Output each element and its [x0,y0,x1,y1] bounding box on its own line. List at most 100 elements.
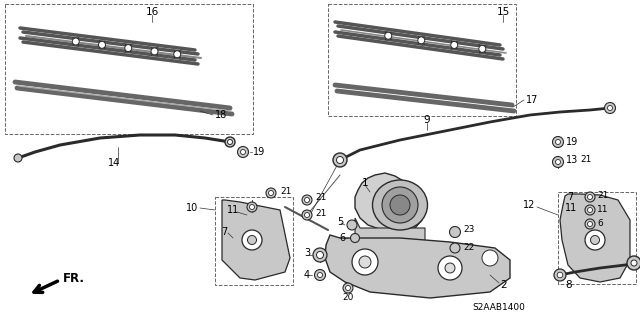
Text: 8: 8 [565,280,572,290]
Circle shape [72,38,79,45]
Circle shape [385,32,392,39]
Circle shape [333,153,347,167]
Polygon shape [222,200,290,280]
Circle shape [479,45,486,52]
Ellipse shape [372,180,428,230]
Circle shape [605,102,616,114]
Circle shape [314,270,326,280]
Circle shape [359,256,371,268]
Circle shape [313,248,327,262]
Circle shape [627,256,640,270]
Text: 21: 21 [280,187,291,196]
Circle shape [269,190,273,196]
Text: 1: 1 [362,178,369,188]
Circle shape [237,146,248,158]
Text: 13: 13 [566,155,579,165]
Bar [5,4,253,134]
Circle shape [346,286,351,291]
Text: 21: 21 [597,190,609,199]
Circle shape [266,188,276,198]
Circle shape [247,202,257,212]
Circle shape [242,230,262,250]
Circle shape [351,234,360,242]
Circle shape [151,48,158,55]
Text: 9: 9 [424,115,430,125]
Circle shape [482,250,498,266]
Bar [558,192,636,284]
Text: 7: 7 [221,227,227,237]
Polygon shape [325,235,510,298]
Text: 21: 21 [315,209,326,218]
Text: 3: 3 [304,248,310,258]
Circle shape [588,207,593,212]
Circle shape [227,139,232,145]
Circle shape [556,139,561,145]
Text: 12: 12 [523,200,535,210]
Circle shape [552,157,563,167]
Circle shape [554,269,566,281]
Circle shape [556,160,561,165]
Text: FR.: FR. [63,271,85,285]
Circle shape [305,197,310,203]
Circle shape [317,272,323,278]
Circle shape [438,256,462,280]
Circle shape [552,137,563,147]
Circle shape [173,51,180,58]
Text: 19: 19 [566,137,579,147]
Circle shape [302,195,312,205]
Text: 22: 22 [463,243,474,253]
Text: 19: 19 [253,147,265,157]
Circle shape [449,226,461,238]
Circle shape [557,272,563,278]
Text: 20: 20 [342,293,354,301]
Circle shape [631,260,637,266]
Bar [215,197,293,285]
Circle shape [317,251,323,258]
Circle shape [305,212,310,218]
Text: 6: 6 [597,219,603,228]
Circle shape [588,195,593,199]
Circle shape [250,204,255,210]
Polygon shape [560,194,630,282]
Text: 5: 5 [337,217,343,227]
Circle shape [451,41,458,48]
Circle shape [14,154,22,162]
Circle shape [585,192,595,202]
Text: 17: 17 [526,95,538,105]
Text: 10: 10 [186,203,198,213]
Circle shape [99,41,106,48]
Circle shape [225,137,235,147]
Text: 14: 14 [108,158,120,168]
Polygon shape [355,218,425,248]
Text: 21: 21 [315,194,326,203]
Circle shape [241,150,246,154]
Text: 11: 11 [565,203,577,213]
Text: 11: 11 [227,205,239,215]
Text: S2AAB1400: S2AAB1400 [472,302,525,311]
Circle shape [390,195,410,215]
Circle shape [352,249,378,275]
Text: 18: 18 [215,110,227,120]
Circle shape [585,230,605,250]
Polygon shape [355,173,425,232]
Bar [328,4,516,116]
Text: 23: 23 [463,226,474,234]
Circle shape [585,219,595,229]
Circle shape [302,210,312,220]
Circle shape [343,283,353,293]
Text: 4: 4 [304,270,310,280]
Text: 21: 21 [580,155,591,165]
Circle shape [418,37,425,44]
Circle shape [588,221,593,226]
Circle shape [591,235,600,244]
Text: 16: 16 [145,7,159,17]
Circle shape [347,220,357,230]
Circle shape [585,205,595,215]
Circle shape [450,243,460,253]
Text: 15: 15 [497,7,509,17]
Text: 7: 7 [567,192,573,202]
Text: 2: 2 [500,280,507,290]
Text: 6: 6 [339,233,345,243]
Circle shape [607,106,612,110]
Circle shape [445,263,455,273]
